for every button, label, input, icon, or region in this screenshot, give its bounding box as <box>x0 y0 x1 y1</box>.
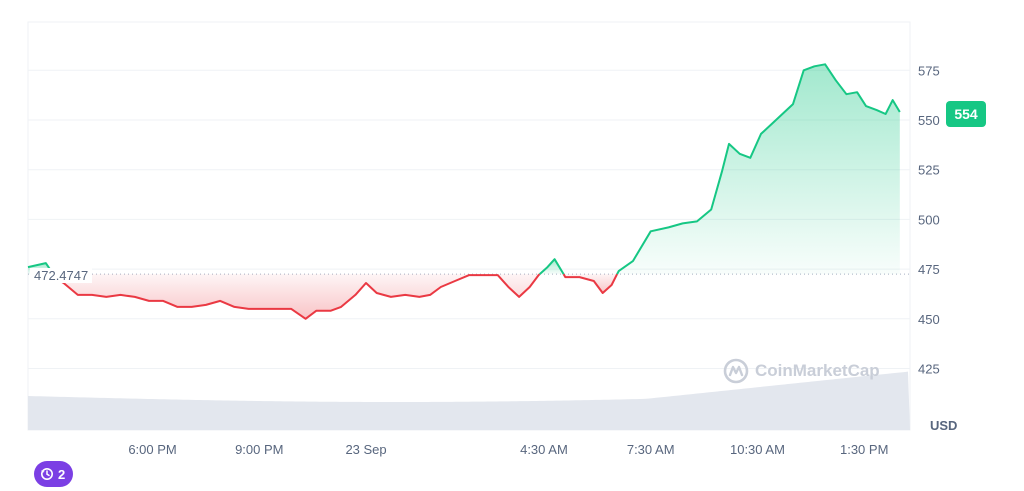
price-area <box>28 64 900 319</box>
y-axis-unit: USD <box>930 418 958 433</box>
x-tick-label: 4:30 AM <box>520 442 568 457</box>
watermark: CoinMarketCap <box>723 358 880 384</box>
x-axis: 6:00 PM 9:00 PM 23 Sep 4:30 AM 7:30 AM 10:30 … <box>128 442 888 457</box>
y-tick-label: 425 <box>918 362 940 377</box>
history-count: 2 <box>58 466 66 482</box>
x-tick-label: 6:00 PM <box>128 442 176 457</box>
x-tick-label: 7:30 AM <box>627 442 675 457</box>
volume-bars <box>28 371 910 430</box>
area-below-baseline <box>53 274 540 319</box>
x-tick-label: 23 Sep <box>345 442 386 457</box>
area-above-baseline <box>617 64 900 275</box>
x-tick-label: 1:30 PM <box>840 442 888 457</box>
y-axis: 425 450 475 500 525 550 575 <box>918 63 940 376</box>
y-tick-label: 575 <box>918 63 940 78</box>
area-below-baseline <box>563 274 618 293</box>
watermark-text: CoinMarketCap <box>755 361 880 380</box>
line-segment-up <box>539 258 565 275</box>
line-segment-down <box>52 273 541 320</box>
last-price-badge: 554 <box>946 101 986 127</box>
y-tick-label: 525 <box>918 163 940 178</box>
area-above-baseline <box>539 259 564 275</box>
y-tick-label: 500 <box>918 212 940 227</box>
line-segment-up <box>616 63 901 275</box>
coinmarketcap-logo-icon <box>723 358 749 384</box>
x-tick-label: 10:30 AM <box>730 442 785 457</box>
volume-area <box>28 371 910 430</box>
line-segment-down <box>562 273 618 294</box>
baseline-label: 472.4747 <box>30 268 93 283</box>
history-icon <box>41 468 53 480</box>
y-tick-label: 550 <box>918 113 940 128</box>
x-tick-label: 9:00 PM <box>235 442 283 457</box>
y-tick-label: 450 <box>918 312 940 327</box>
price-line <box>27 63 901 320</box>
y-tick-label: 475 <box>918 262 940 277</box>
history-badge[interactable]: 2 <box>34 461 74 487</box>
